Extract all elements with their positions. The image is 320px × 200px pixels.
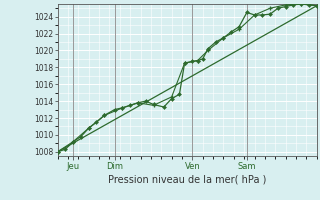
X-axis label: Pression niveau de la mer( hPa ): Pression niveau de la mer( hPa )	[108, 175, 266, 185]
